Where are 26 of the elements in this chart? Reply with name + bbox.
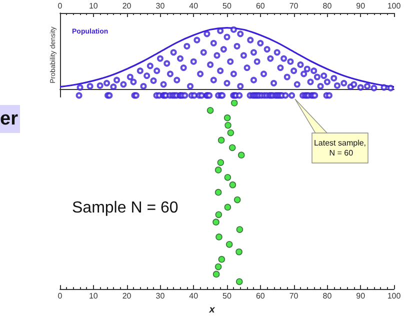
x-tick-label: 80	[322, 292, 332, 301]
x-tick-label: 50	[222, 2, 232, 10]
x-tick-label: 60	[256, 2, 266, 10]
x-tick-label: 90	[356, 2, 366, 10]
x-tick-label: 50	[222, 292, 232, 301]
x-tick-label: 10	[88, 2, 98, 10]
text: er	[0, 108, 19, 130]
x-tick-label: 70	[289, 292, 299, 301]
x-tick-label: 60	[256, 292, 266, 301]
x-tick-label: 10	[88, 292, 98, 301]
x-tick-label: 100	[387, 292, 402, 301]
x-tick-label: 30	[156, 2, 166, 10]
x-tick-label: 30	[156, 292, 166, 301]
x-tick-label: 90	[356, 292, 366, 301]
x-tick-label: 40	[189, 2, 199, 10]
x-tick-label: 70	[289, 2, 299, 10]
x-tick-label: 100	[387, 2, 402, 10]
x-tick-label: 80	[322, 2, 332, 10]
x-axis-title: x	[208, 304, 216, 316]
annotation: Latest sample, N = 60	[314, 138, 366, 158]
x-tick-label: 0	[58, 2, 63, 10]
annotation: Sample N = 60	[72, 200, 178, 216]
x-tick-label: 20	[122, 292, 132, 301]
x-tick-label: 20	[122, 2, 132, 10]
x-tick-label: 40	[189, 292, 199, 301]
x-tick-label: 0	[58, 292, 63, 301]
